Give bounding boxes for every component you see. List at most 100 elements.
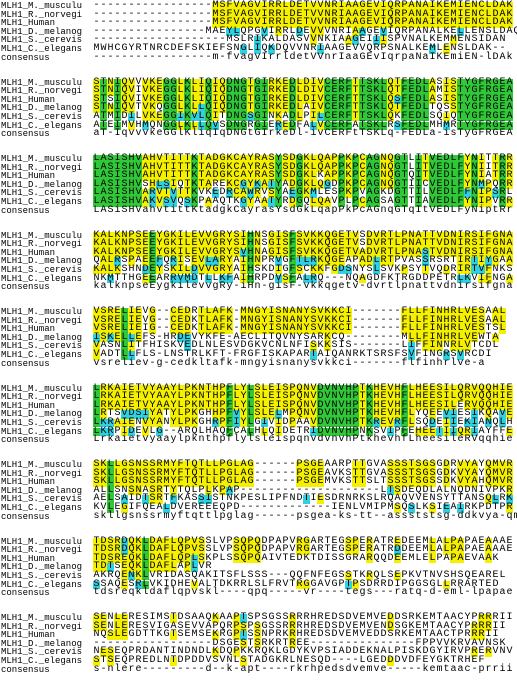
residue: G <box>422 467 429 479</box>
residue: p <box>128 281 135 293</box>
residue: - <box>184 8 191 20</box>
residue: V <box>324 416 331 428</box>
residue: S <box>198 493 205 505</box>
residue: D <box>443 476 450 488</box>
residue: Y <box>170 459 177 470</box>
residue: I <box>128 323 135 335</box>
residue: T <box>450 655 457 666</box>
residue: E <box>464 17 471 29</box>
residue: - <box>268 467 275 479</box>
residue: G <box>338 544 345 556</box>
residue: H <box>415 425 422 437</box>
residue: G <box>471 76 478 88</box>
residue: T <box>184 467 191 479</box>
residue: E <box>499 102 506 114</box>
residue: S <box>254 408 261 420</box>
residue: T <box>457 93 464 105</box>
sequence-name: MLH1_D._melanog <box>1 638 83 649</box>
residue: - <box>366 340 373 352</box>
residue: T <box>310 552 317 564</box>
residue: E <box>436 178 443 190</box>
residue: S <box>436 76 443 88</box>
residue: E <box>408 102 415 114</box>
residue: F <box>184 43 191 54</box>
residue: S <box>429 502 436 513</box>
residue: S <box>107 93 114 105</box>
residue: S <box>93 76 100 88</box>
residue: C <box>268 340 275 352</box>
residue: s <box>128 510 135 522</box>
residue: K <box>149 85 156 97</box>
residue: L <box>415 502 422 513</box>
residue: Q <box>219 425 226 437</box>
residue: A <box>429 85 436 97</box>
residue: r <box>107 357 114 369</box>
residue: S <box>107 178 114 190</box>
residue: q <box>205 128 212 140</box>
residue: t <box>387 281 394 293</box>
residue: G <box>240 178 247 190</box>
residue: - <box>289 476 296 488</box>
residue: m <box>450 51 457 63</box>
residue: S <box>282 170 289 182</box>
residue: G <box>366 25 373 37</box>
residue: K <box>324 314 331 326</box>
residue: T <box>219 493 226 505</box>
residue: E <box>471 331 478 343</box>
residue: F <box>478 110 485 122</box>
residue: P <box>394 34 401 46</box>
residue: D <box>226 76 233 88</box>
residue: Q <box>422 408 429 420</box>
residue: L <box>191 102 198 114</box>
residue: A <box>233 272 240 284</box>
residue: K <box>373 119 380 131</box>
residue: K <box>135 561 142 573</box>
residue: Y <box>240 399 247 411</box>
residue: T <box>212 578 219 590</box>
residue: Q <box>338 331 345 343</box>
residue: G <box>492 76 499 88</box>
residue: S <box>121 187 128 199</box>
residue: I <box>275 382 282 394</box>
residue: D <box>443 467 450 479</box>
residue: A <box>261 178 268 190</box>
residue: D <box>499 25 506 37</box>
residue: T <box>303 8 310 20</box>
residue: A <box>506 229 513 241</box>
residue: L <box>373 493 380 505</box>
residue: R <box>331 17 338 29</box>
residue: Q <box>191 459 198 470</box>
residue: R <box>331 0 338 11</box>
residue: N <box>177 646 184 658</box>
residue: E <box>184 578 191 590</box>
residue: H <box>415 399 422 411</box>
residue: I <box>345 323 352 335</box>
residue: V <box>289 535 296 547</box>
residue: Y <box>429 655 436 666</box>
residue: T <box>366 349 373 360</box>
residue: T <box>296 425 303 437</box>
residue: K <box>324 306 331 317</box>
residue: a <box>422 51 429 63</box>
residue: S <box>219 637 226 649</box>
residue: l <box>450 434 457 446</box>
residue: A <box>443 612 450 623</box>
residue: h <box>394 434 401 446</box>
residue: D <box>443 229 450 241</box>
residue: R <box>268 102 275 114</box>
residue: - <box>100 25 107 37</box>
residue: E <box>296 637 303 649</box>
residue: K <box>310 229 317 241</box>
residue: - <box>135 17 142 29</box>
sequence-name: MLH1_Human <box>1 18 56 29</box>
residue: - <box>352 323 359 335</box>
residue: A <box>163 382 170 394</box>
residue: Q <box>254 552 261 564</box>
residue: R <box>233 578 240 590</box>
residue: K <box>317 263 324 275</box>
residue: K <box>191 382 198 394</box>
residue: P <box>219 467 226 479</box>
residue: S <box>205 535 212 547</box>
residue: C <box>359 161 366 173</box>
residue: N <box>233 43 240 54</box>
